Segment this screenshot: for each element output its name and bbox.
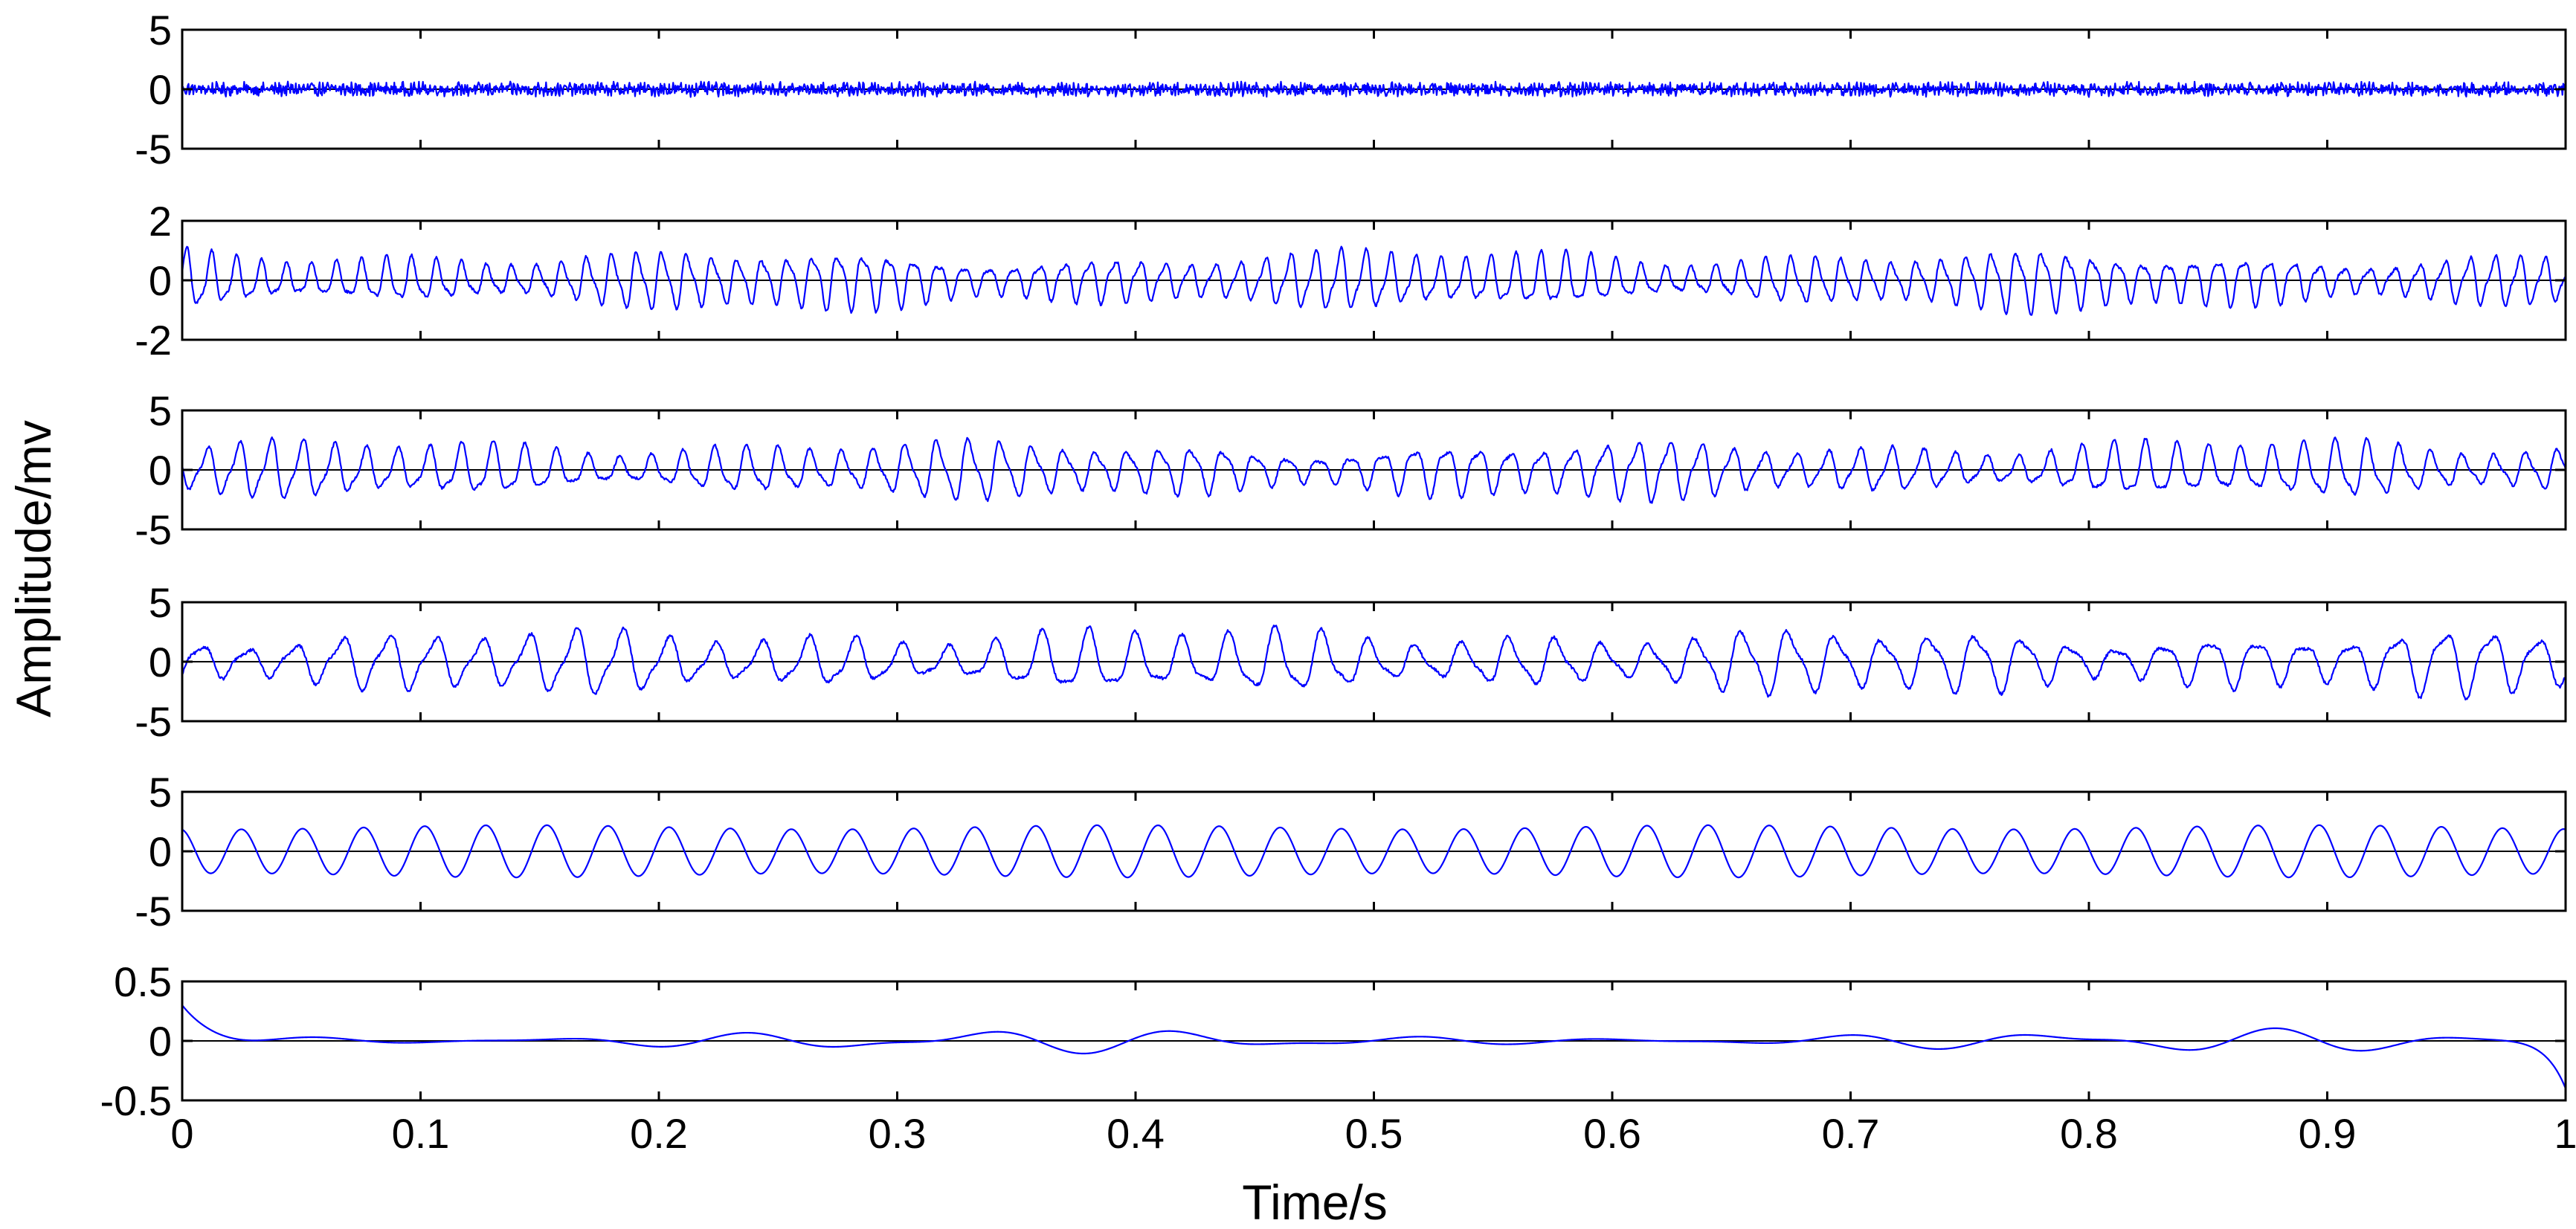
y-tick-label: 0 xyxy=(149,828,172,875)
y-tick-label: 0 xyxy=(149,66,172,113)
y-tick-label: 0.5 xyxy=(114,958,172,1005)
y-tick-label: 5 xyxy=(149,7,172,54)
signal-line-panel-6 xyxy=(182,1004,2566,1089)
x-tick-label: 0.1 xyxy=(392,1110,450,1157)
y-tick-label: 0 xyxy=(149,447,172,494)
panel-3: -5 0 5 xyxy=(135,387,2567,553)
x-tick-label: 0.5 xyxy=(1345,1110,1403,1157)
signal-line-panel-5 xyxy=(182,824,2566,879)
signal-line-panel-4 xyxy=(182,625,2566,701)
x-axis-label: Time/s xyxy=(1242,1175,1388,1229)
panel-1: -5 0 5 xyxy=(135,7,2567,172)
y-tick-label: -5 xyxy=(135,888,172,935)
y-axis-label: Amplitude/mv xyxy=(6,420,61,717)
x-tick-label: 0.7 xyxy=(1822,1110,1880,1157)
x-tick-label: 1 xyxy=(2554,1110,2576,1157)
x-tick-label: 0.4 xyxy=(1107,1110,1165,1157)
y-tick-label: 0 xyxy=(149,639,172,686)
y-tick-label: -5 xyxy=(135,506,172,553)
y-tick-label: -2 xyxy=(135,317,172,364)
y-tick-label: -5 xyxy=(135,126,172,172)
panels-layer: -505-202-505-505-505-0.500.50 0.1 0.2 0.3 0.… xyxy=(100,7,2576,1157)
x-tick-label: 0.8 xyxy=(2060,1110,2118,1157)
panel-6: -0.500.50 0.1 0.2 0.3 0.4 0.5 0.6 0.7 0.8 0.9 1 xyxy=(100,958,2576,1157)
signal-line-panel-3 xyxy=(182,436,2566,504)
y-tick-label: -5 xyxy=(135,698,172,745)
y-tick-label: 0 xyxy=(149,1018,172,1065)
x-tick-label: 0 xyxy=(170,1110,193,1157)
y-tick-label: 0 xyxy=(149,257,172,304)
x-tick-label: 0.2 xyxy=(630,1110,688,1157)
signal-line-panel-2 xyxy=(182,245,2566,316)
y-tick-label: 2 xyxy=(149,198,172,245)
panel-5: -5 0 5 xyxy=(135,769,2567,935)
y-tick-label: 5 xyxy=(149,579,172,626)
signal-line-panel-1 xyxy=(182,80,2566,98)
y-tick-label: -0.5 xyxy=(100,1077,173,1124)
y-tick-label: 5 xyxy=(149,387,172,434)
y-tick-label: 5 xyxy=(149,769,172,816)
x-tick-label: 0.6 xyxy=(1583,1110,1641,1157)
panel-4: -5 0 5 xyxy=(135,579,2567,745)
x-tick-label: 0.3 xyxy=(869,1110,927,1157)
x-tick-label: 0.9 xyxy=(2299,1110,2357,1157)
panel-2: -2 0 2 xyxy=(135,198,2567,364)
